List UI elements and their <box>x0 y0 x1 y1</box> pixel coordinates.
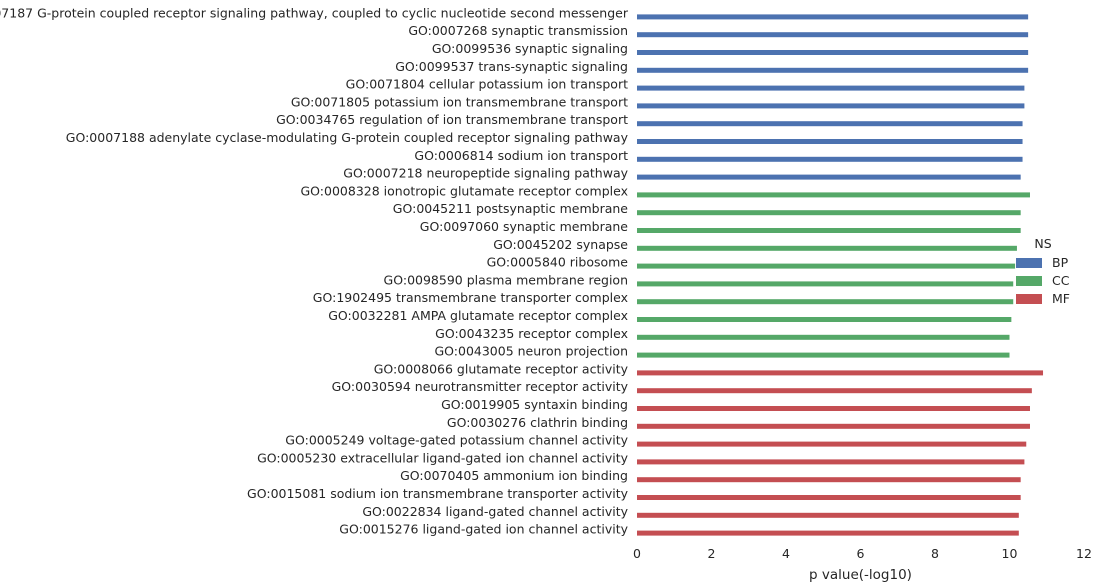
bar-bp <box>637 50 1029 55</box>
bar-bp <box>637 174 1021 180</box>
category-label: GO:0097060 synaptic membrane <box>420 219 629 234</box>
bar-cc <box>637 263 1016 269</box>
category-label: GO:0005230 extracellular ligand-gated io… <box>257 450 629 465</box>
category-label: GO:0019905 syntaxin binding <box>441 397 628 412</box>
category-label: GO:0034765 regulation of ion transmembra… <box>276 112 628 127</box>
category-label: GO:0098590 plasma membrane region <box>384 272 628 287</box>
bar-cc <box>637 334 1010 340</box>
x-tick-label: 6 <box>857 546 865 561</box>
legend-swatch-mf <box>1016 294 1042 304</box>
bar-bp <box>637 67 1029 73</box>
bar-bp <box>637 139 1023 144</box>
bar-mf <box>637 406 1030 411</box>
category-label: GO:0015081 sodium ion transmembrane tran… <box>247 486 629 501</box>
bar-mf <box>637 423 1030 429</box>
bar-cc <box>637 299 1014 305</box>
x-tick-label: 4 <box>782 546 790 561</box>
category-label: GO:0030276 clathrin binding <box>447 415 628 430</box>
bar-mf <box>637 441 1027 447</box>
category-label: GO:0099536 synaptic signaling <box>432 41 628 56</box>
bar-bp <box>637 121 1023 127</box>
category-label: GO:0008328 ionotropic glutamate receptor… <box>301 183 629 198</box>
bar-bp <box>637 32 1029 38</box>
bar-cc <box>637 210 1021 216</box>
bar-bp <box>637 156 1023 162</box>
legend-label-mf: MF <box>1052 291 1070 306</box>
category-label: GO:0071804 cellular potassium ion transp… <box>346 77 628 92</box>
category-label: GO:1902495 transmembrane transporter com… <box>313 290 628 305</box>
bar-cc <box>637 245 1017 251</box>
legend-label-cc: CC <box>1052 273 1070 288</box>
bars-group <box>637 14 1044 536</box>
category-label: GO:0007187 G-protein coupled receptor si… <box>0 5 629 20</box>
legend-swatch-cc <box>1016 276 1042 286</box>
bar-mf <box>637 530 1019 536</box>
bar-mf <box>637 388 1032 394</box>
bar-mf <box>637 495 1021 500</box>
bar-cc <box>637 352 1010 358</box>
x-tick-label: 2 <box>708 546 716 561</box>
legend-label-bp: BP <box>1052 255 1069 270</box>
category-label: GO:0007188 adenylate cyclase-modulating … <box>66 130 629 145</box>
category-label: GO:0071805 potassium ion transmembrane t… <box>291 94 628 109</box>
x-tick-label: 8 <box>931 546 939 561</box>
bar-mf <box>637 512 1019 518</box>
category-label: GO:0022834 ligand-gated channel activity <box>362 504 628 519</box>
bar-cc <box>637 228 1021 233</box>
category-label: GO:0005249 voltage-gated potassium chann… <box>285 433 628 448</box>
bar-cc <box>637 317 1012 322</box>
category-label: GO:0006814 sodium ion transport <box>414 148 628 163</box>
legend: NS BP CC MF <box>1016 236 1070 306</box>
category-label: GO:0045211 postsynaptic membrane <box>393 201 629 216</box>
x-tick-label: 10 <box>1002 546 1018 561</box>
x-axis-ticks: 0 2 4 6 8 10 12 <box>633 546 1092 561</box>
bar-bp <box>637 103 1025 109</box>
category-label: GO:0043005 neuron projection <box>434 344 628 359</box>
x-tick-label: 12 <box>1076 546 1092 561</box>
bar-cc <box>637 192 1030 198</box>
category-label: GO:0005840 ribosome <box>487 255 629 270</box>
bar-mf <box>637 370 1044 376</box>
category-label: GO:0043235 receptor complex <box>435 326 628 341</box>
x-axis-title: p value(-log10) <box>809 567 912 583</box>
x-tick-label: 0 <box>633 546 641 561</box>
category-labels: GO:0007187 G-protein coupled receptor si… <box>0 5 629 536</box>
category-label: GO:0008066 glutamate receptor activity <box>374 361 629 376</box>
bar-bp <box>637 85 1025 91</box>
category-label: GO:0099537 trans-synaptic signaling <box>395 59 628 74</box>
category-label: GO:0032281 AMPA glutamate receptor compl… <box>328 308 628 323</box>
category-label: GO:0015276 ligand-gated ion channel acti… <box>339 522 628 537</box>
bar-mf <box>637 477 1021 483</box>
legend-swatch-bp <box>1016 258 1042 268</box>
category-label: GO:0007268 synaptic transmission <box>408 23 628 38</box>
bar-mf <box>637 459 1025 465</box>
category-label: GO:0030594 neurotransmitter receptor act… <box>332 379 629 394</box>
category-label: GO:0070405 ammonium ion binding <box>400 468 628 483</box>
category-label: GO:0045202 synapse <box>493 237 628 252</box>
bar-bp <box>637 14 1029 20</box>
bar-cc <box>637 281 1014 287</box>
category-label: GO:0007218 neuropeptide signaling pathwa… <box>343 166 628 181</box>
legend-title: NS <box>1034 236 1051 251</box>
